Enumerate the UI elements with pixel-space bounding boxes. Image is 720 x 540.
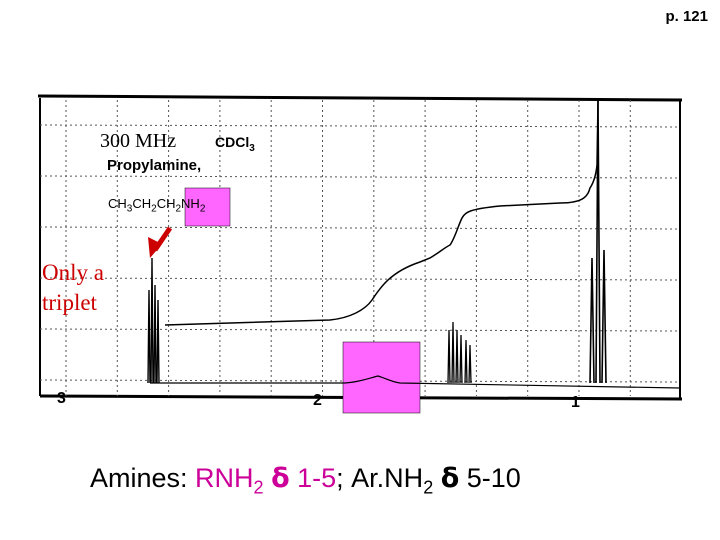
spectrum-trace bbox=[150, 375, 681, 389]
frequency-label: 300 MHz bbox=[100, 130, 177, 152]
page-number: p. 121 bbox=[665, 8, 708, 25]
axis-tick-3: 3 bbox=[57, 390, 66, 407]
amines-caption: Amines: RNH2 δ 1-5; Ar.NH2 δ 5-10 bbox=[90, 463, 521, 498]
caption-rnh2: RNH2 δ 1-5 bbox=[195, 463, 337, 498]
spectrum-top-border bbox=[37, 94, 683, 102]
grid-line-horizontal bbox=[39, 226, 681, 230]
nh2-highlight bbox=[184, 187, 231, 227]
grid-line-horizontal bbox=[39, 277, 681, 281]
triplet-peak-0-9ppm bbox=[589, 99, 607, 384]
delta-symbol-2: δ bbox=[440, 463, 460, 494]
axis-tick-2: 2 bbox=[313, 392, 322, 409]
solvent-label: CDCl3 bbox=[215, 134, 255, 154]
sextet-peak-1-5ppm bbox=[447, 321, 472, 384]
triplet-peak-2-7ppm bbox=[147, 257, 160, 384]
caption-prefix: Amines: bbox=[90, 463, 196, 493]
caption-arnh2: ; Ar.NH bbox=[336, 463, 424, 493]
triplet-annotation: Only a triplet bbox=[42, 258, 104, 318]
axis-tick-1: 1 bbox=[571, 394, 580, 411]
integration-curve bbox=[164, 99, 599, 326]
structural-formula: CH3CH2CH2NH2 bbox=[108, 196, 206, 215]
grid-line-horizontal bbox=[39, 328, 681, 332]
grid-line-horizontal bbox=[39, 124, 681, 128]
annotation-line-2: triplet bbox=[42, 290, 97, 315]
compound-name: Propylamine, bbox=[107, 157, 202, 174]
delta-symbol-1: δ bbox=[271, 463, 290, 494]
grid-line-horizontal bbox=[39, 175, 681, 179]
arrow-head bbox=[148, 237, 162, 258]
annotation-line-1: Only a bbox=[42, 260, 104, 285]
